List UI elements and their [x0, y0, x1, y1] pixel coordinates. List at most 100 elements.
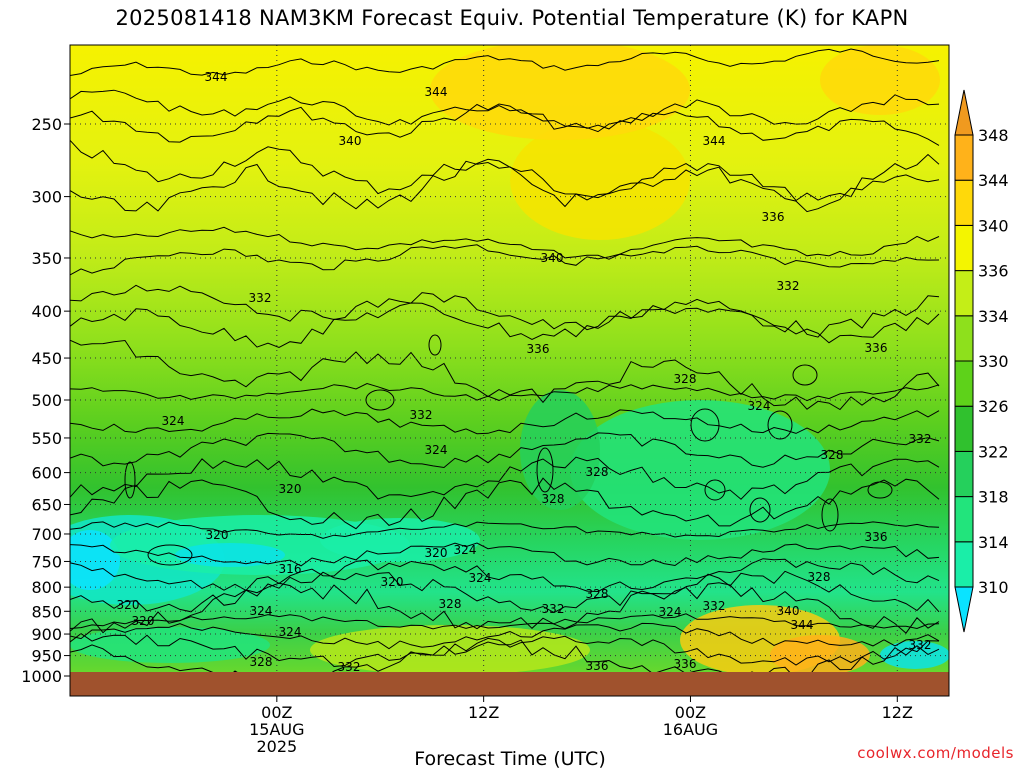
colorbar-segment: [954, 134, 974, 181]
contour-label: 320: [206, 528, 229, 542]
colorbar-label: 340: [978, 216, 1009, 235]
contour-label: 324: [469, 571, 492, 585]
contour-line: [70, 408, 940, 435]
plot-area: [70, 45, 949, 696]
contour-line: [70, 582, 940, 634]
contour-label: 328: [674, 372, 697, 386]
colorbar: 310 314 318 322 326 330 334 336 340 344 348: [954, 89, 1009, 633]
field-feature: [510, 120, 690, 240]
contour-label: 340: [541, 251, 564, 265]
colorbar-segment: [954, 496, 974, 543]
contour-ring: [124, 461, 136, 499]
contour-line: [70, 456, 940, 500]
contour-line: [70, 94, 940, 143]
contour-label: 336: [865, 530, 888, 544]
colorbar-segment: [954, 224, 974, 272]
y-tick-label: 850: [31, 602, 62, 621]
y-tick-label: 750: [31, 552, 62, 571]
contour-label: 332: [410, 408, 433, 422]
contour-line: [70, 295, 940, 349]
ground-surface: [70, 672, 949, 696]
contour-label: 324: [279, 625, 302, 639]
contour-label: 344: [205, 70, 228, 84]
field-feature: [175, 543, 285, 567]
contour-label: 336: [865, 341, 888, 355]
contour-line: [70, 284, 940, 344]
colorbar-label: 344: [978, 171, 1009, 190]
colorbar-label: 330: [978, 352, 1009, 371]
x-tick-date: 15AUG: [249, 720, 304, 739]
y-tick-label: 600: [31, 464, 62, 483]
contour-line: [70, 153, 940, 212]
contour-line: [70, 339, 940, 411]
contour-ring: [690, 408, 720, 442]
colorbar-segment: [954, 315, 974, 362]
contour-label: 328: [808, 570, 831, 584]
contour-label: 336: [586, 659, 609, 673]
contour-label: 328: [542, 492, 565, 506]
contour-label: 336: [527, 342, 550, 356]
contour-label: 332: [777, 279, 800, 293]
contour-label: 316: [279, 562, 302, 576]
contour-label: 328: [250, 655, 273, 669]
contour-label: 332: [909, 638, 932, 652]
y-tick-label: 1000: [21, 667, 62, 686]
colorbar-label: 314: [978, 533, 1009, 552]
y-tick-label: 250: [31, 115, 62, 134]
contour-label: 332: [338, 660, 361, 674]
contour-label: 332: [909, 432, 932, 446]
contour-label: 320: [381, 575, 404, 589]
colorbar-label: 336: [978, 262, 1009, 281]
contour-ring: [821, 498, 839, 532]
x-axis-label: Forecast Time (UTC): [414, 748, 605, 768]
y-tick-label: 450: [31, 349, 62, 368]
y-axis: 250 300 350 400 450 500 550 600 650 700 750 800 850 9…: [21, 115, 70, 686]
contour-label: 336: [674, 657, 697, 671]
contour-label: 324: [250, 604, 273, 618]
colorbar-segment: [954, 179, 974, 226]
x-axis: 00Z15AUG202512Z00Z16AUG12Z00Z17AUG: [249, 696, 913, 756]
contour-line: [70, 632, 940, 668]
y-tick-label: 800: [31, 578, 62, 597]
contour-label: 340: [777, 604, 800, 618]
y-tick-label: 550: [31, 429, 62, 448]
contour-line: [70, 235, 940, 276]
y-tick-label: 700: [31, 525, 62, 544]
contour-line: [70, 570, 940, 614]
contour-label: 324: [748, 399, 771, 413]
x-tick-label: 00Z: [261, 703, 292, 722]
x-tick-year: 2025: [256, 737, 297, 756]
chart-title: 2025081418 NAM3KM Forecast Equiv. Potent…: [115, 6, 909, 30]
x-tick-date: 16AUG: [663, 720, 718, 739]
colorbar-label: 318: [978, 488, 1009, 507]
colorbar-segment: [954, 270, 974, 317]
contour-label: 320: [279, 482, 302, 496]
contour-line: [70, 226, 940, 268]
contour-ring: [704, 479, 726, 501]
contour-line: [70, 521, 940, 539]
contour-label: 328: [439, 597, 462, 611]
y-tick-label: 500: [31, 391, 62, 410]
contour-line: [70, 48, 940, 76]
contour-label: 344: [425, 85, 448, 99]
contour-ring: [767, 410, 793, 440]
contour-line: [70, 613, 940, 630]
contour-label: 328: [586, 587, 609, 601]
colorbar-arrow-top: [954, 89, 974, 136]
contour-label: 324: [659, 605, 682, 619]
y-tick-label: 350: [31, 249, 62, 268]
colorbar-segment: [954, 405, 974, 452]
colorbar-segment: [954, 541, 974, 588]
field-feature: [880, 641, 949, 669]
contour-ring: [365, 389, 395, 411]
colorbar-label: 310: [978, 578, 1009, 597]
contour-ring: [749, 497, 771, 523]
grid-lines: [70, 45, 949, 696]
plot-frame: [69, 44, 950, 697]
contour-lines: [70, 48, 940, 682]
y-tick-label: 300: [31, 188, 62, 207]
colorbar-arrow-bottom: [954, 586, 974, 633]
field-feature: [70, 530, 120, 590]
contour-label: 340: [339, 134, 362, 148]
